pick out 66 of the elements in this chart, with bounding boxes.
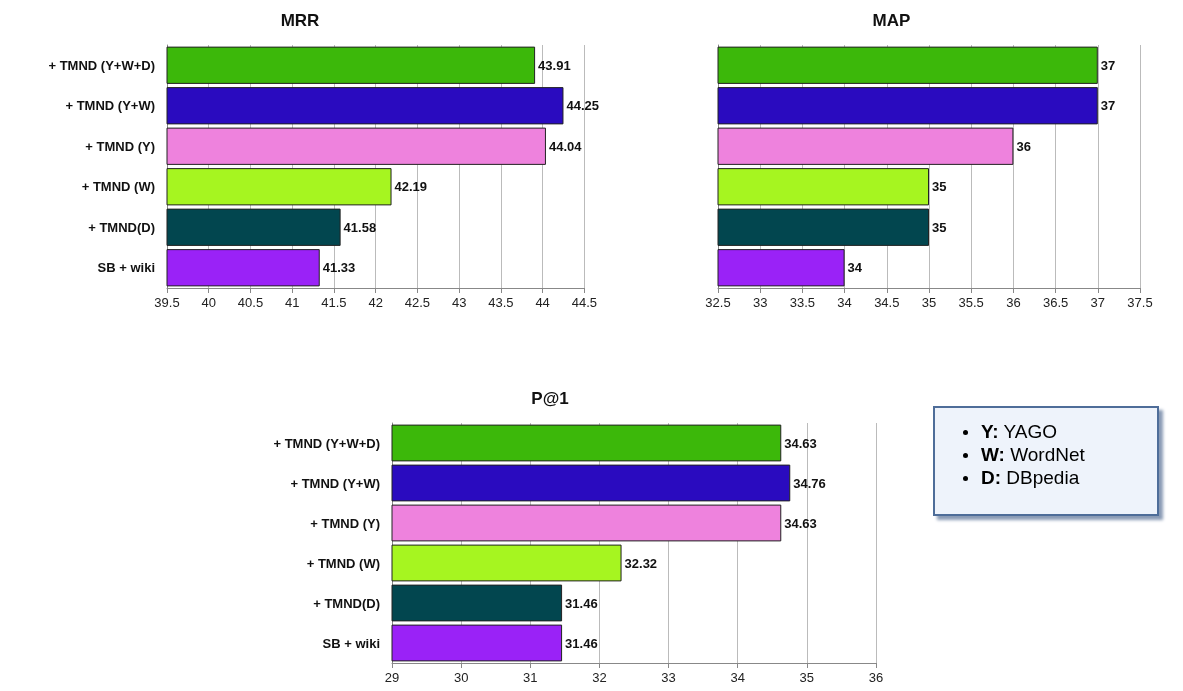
x-tick-label: 35.5 [958,295,984,310]
x-tick-label: 43.5 [488,295,514,310]
text: Y: YAGO [980,420,1059,443]
y-tick-label: + TMND(D) [88,219,155,235]
x-tick-label: 32 [592,670,607,685]
x-tick-label: 36 [868,670,884,685]
x-tick-label: 36 [1006,295,1021,310]
text: D: DBpedia [980,466,1081,489]
x-tick-label: 35 [921,295,937,310]
data-label: 34.63 [784,515,817,531]
x-tick-label: 33 [752,295,768,310]
data-label: 37 [1100,57,1116,73]
chart-title: P@1 [531,389,569,408]
y-tick-label: SB + wiki [322,635,380,651]
x-tick-label: 29 [384,670,400,685]
data-label: 43.91 [538,57,571,73]
y-tick-label: + TMND (Y+W) [65,98,155,114]
y-tick-label: + TMND (Y+W+D) [48,57,155,73]
x-tick-label: 40.5 [237,295,264,310]
x-tick-label: 44.5 [571,295,598,310]
x-tick-label: 41 [284,295,300,310]
data-label: 34.63 [784,435,817,451]
y-tick-label: SB + wiki [97,260,155,276]
x-tick-label: 43 [451,295,467,310]
y-tick-label: + TMND (Y) [310,515,380,531]
data-label: 35 [932,219,947,235]
data-label: 41.58 [343,219,377,235]
data-label: 37 [1100,98,1116,114]
x-tick-label: 30 [453,670,469,685]
x-tick-label: 44 [535,295,550,310]
data-label: 36 [1016,138,1031,154]
x-tick-label: 40 [201,295,216,310]
data-label: 44.25 [566,98,600,114]
x-tick-label: 39.5 [154,295,180,310]
x-tick-label: 32.5 [705,295,731,310]
y-tick-label: + TMND (W) [81,179,155,195]
y-tick-label: + TMND (Y+W+D) [273,435,380,451]
x-tick-label: 34 [837,295,852,310]
x-tick-label: 35 [799,670,815,685]
x-tick-label: 42 [368,295,383,310]
data-label: 34.76 [793,475,826,491]
y-tick-label: + TMND (W) [306,555,380,571]
data-label: 44.04 [548,138,583,154]
x-tick-label: 42.5 [404,295,431,310]
x-tick-label: 33.5 [789,295,816,310]
data-label: 41.33 [322,260,356,276]
text: W: WordNet [980,443,1086,466]
x-tick-label: 33 [661,670,676,685]
data-label: 42.19 [394,179,428,195]
x-tick-label: 41.5 [321,295,347,310]
data-label: 31.46 [565,595,598,611]
x-tick-label: 37 [1090,295,1106,310]
data-label: 31.46 [565,635,598,651]
y-tick-label: + TMND (Y) [85,138,155,154]
chart-title: MAP [872,11,911,30]
x-tick-label: 31 [523,670,538,685]
x-tick-label: 34 [730,670,745,685]
x-tick-label: 36.5 [1042,295,1069,310]
x-tick-label: 37.5 [1127,295,1153,310]
chart-title: MRR [280,11,320,30]
y-tick-label: + TMND (Y+W) [290,475,380,491]
data-label: 32.32 [624,555,658,571]
y-tick-label: + TMND(D) [313,595,380,611]
data-label: 34 [847,260,863,276]
x-tick-label: 34.5 [874,295,900,310]
data-label: 35 [932,179,947,195]
